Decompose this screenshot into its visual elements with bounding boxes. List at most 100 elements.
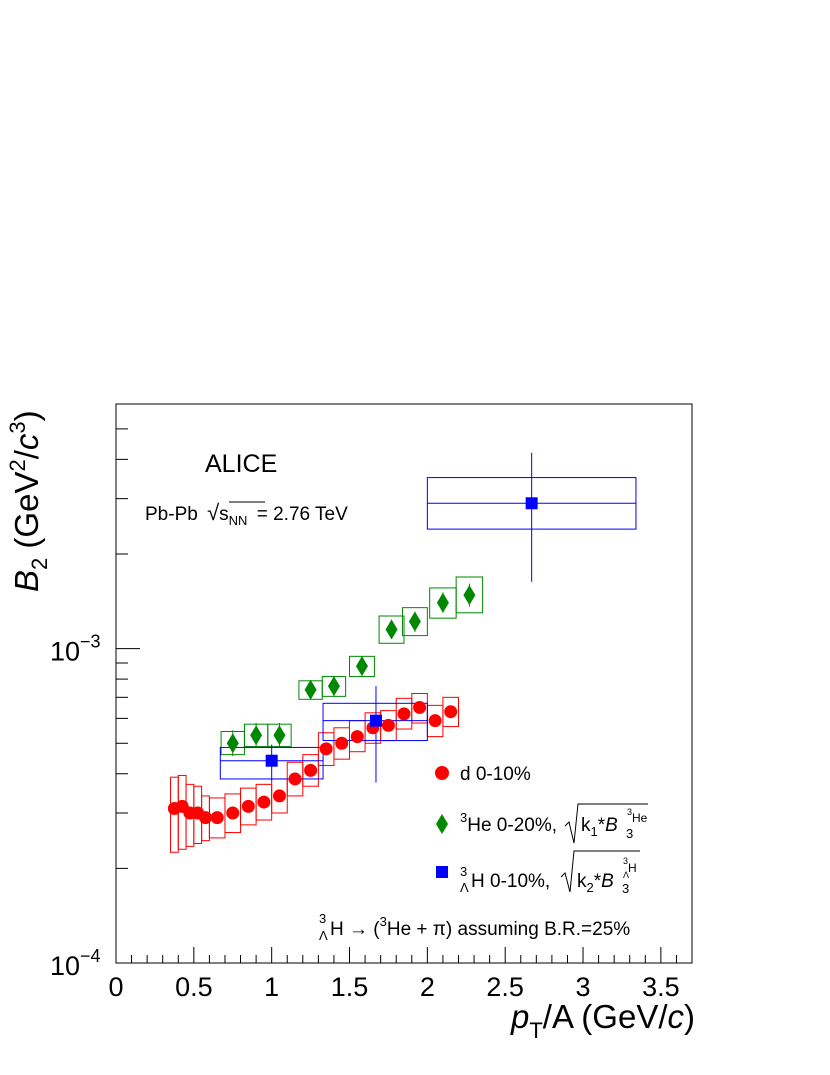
plot-frame [115, 403, 693, 964]
legend-hyp-b-sub: 3 [622, 881, 629, 896]
x-label-close: ) [684, 998, 695, 1035]
x-label-t: T [529, 1018, 542, 1043]
y-tick-label: 10−3 [50, 632, 101, 667]
data-point [273, 725, 286, 746]
legend-he3-op: * [598, 815, 606, 836]
data-point [241, 799, 255, 813]
x-tick-label: 0.5 [175, 972, 213, 1002]
legend-hyp-formula: k2*B [577, 871, 614, 895]
data-point [397, 707, 411, 721]
data-point [335, 736, 349, 750]
annotation-sup: 3 [380, 914, 387, 929]
data-point [272, 789, 286, 803]
legend-he3-b-sup: He [632, 811, 648, 825]
y-tick-base: 10 [50, 951, 80, 981]
legend-label-helium3: 3He 0-20%, [460, 810, 557, 836]
legend-marker-helium3 [436, 814, 448, 834]
y-tick-base: 10 [50, 637, 80, 667]
collision-label: Pb-Pb √sNN = 2.76 TeV [145, 500, 348, 530]
y-label-b: B [8, 570, 45, 592]
data-point [428, 714, 442, 728]
legend-hyp-sub-bottom: Λ [460, 880, 469, 895]
data-point [304, 763, 318, 777]
legend-he3-b-sup-pre: 3 [627, 807, 632, 817]
y-label-close: ) [8, 410, 45, 421]
data-point [408, 611, 421, 632]
x-label-c: c [668, 998, 685, 1035]
legend-he3-k-sub: 1 [591, 824, 598, 839]
legend-he3-text: He 0-20%, [467, 815, 557, 836]
data-point [226, 733, 239, 754]
data-point [413, 700, 427, 714]
y-label-2: 2 [27, 558, 52, 570]
legend-he3-sqrt [564, 803, 648, 844]
collision-prefix: Pb-Pb [145, 504, 198, 525]
data-point [525, 497, 538, 510]
sys-box [302, 754, 319, 787]
data-point [350, 730, 364, 744]
legend-label-hypertriton: H 0-10%, [471, 871, 550, 892]
sqrt-symbol: √ [207, 500, 220, 525]
data-point [369, 714, 382, 727]
annotation-rest: He + π) assuming B.R.=25% [387, 919, 630, 940]
x-axis-label: pT/A (GeV/c) [510, 998, 695, 1043]
data-point [265, 754, 278, 767]
legend-hyp-op: * [594, 871, 602, 892]
legend-he3-b: B [605, 815, 618, 836]
data-point [199, 811, 213, 825]
experiment-label: ALICE [205, 450, 277, 478]
legend-hyp-sub-top: 3 [460, 864, 467, 879]
x-label-p: p [510, 998, 529, 1035]
x-tick-label: 3.5 [642, 972, 680, 1002]
x-tick-label: 2.5 [486, 972, 524, 1002]
collision-s: s [219, 504, 229, 525]
legend-hyp-b-sup: H [628, 861, 637, 875]
annotation-sub-bottom: Λ [319, 928, 328, 943]
collision-nn: NN [229, 513, 248, 528]
data-point [250, 725, 263, 746]
annotation-text: H → (3He + π) assuming B.R.=25% [330, 914, 630, 940]
legend-hyp-k-sub: 2 [587, 880, 594, 895]
y-label-c: c [8, 433, 45, 450]
legend-he3-k: k [581, 815, 591, 836]
sys-box [455, 576, 484, 614]
x-tick-label: 1 [264, 972, 279, 1002]
data-point [257, 795, 271, 809]
data-point [288, 772, 302, 786]
legend-hyp-b: B [601, 871, 614, 892]
data-point [444, 705, 458, 719]
legend-hyp-b-sup-lambda: Λ [623, 870, 629, 880]
data-point [385, 619, 398, 640]
sys-box [322, 702, 428, 742]
legend-he3-formula: k1*B [581, 815, 618, 839]
x-tick-label: 0 [108, 972, 123, 1002]
data-markers [167, 497, 538, 825]
y-label-sup2: 3 [5, 421, 30, 433]
y-tick-label: 10−4 [50, 946, 101, 981]
data-point [226, 806, 240, 820]
data-point [319, 742, 333, 756]
axis-ticks: 0 0.5 1 1.5 2 2.5 3 3.510−410−3 [50, 403, 693, 1002]
legend: d 0-10% 3He 0-20%, k1*B 3 3 He 3 Λ H 0-1… [435, 764, 648, 896]
sys-box [378, 615, 405, 644]
x-tick-label: 1.5 [331, 972, 369, 1002]
collision-energy: = 2.76 TeV [257, 504, 348, 525]
legend-hyp-k: k [577, 871, 587, 892]
x-tick-label: 2 [420, 972, 435, 1002]
legend-hyp-sqrt [560, 850, 640, 893]
legend-he3-sup: 3 [460, 810, 467, 825]
x-tick-label: 3 [576, 972, 591, 1002]
y-label-sup1: 2 [5, 459, 30, 471]
legend-marker-deuteron [435, 766, 449, 780]
y-axis-label: B2 (GeV2/c3) [5, 410, 52, 592]
y-tick-exp: −3 [80, 632, 101, 652]
annotation-main: H → ( [330, 919, 380, 940]
x-label-rest: /A (GeV/ [543, 998, 669, 1035]
y-label-rest: (GeV [8, 472, 45, 558]
data-point [304, 679, 317, 700]
legend-label-deuteron: d 0-10% [460, 764, 531, 785]
legend-he3-b-sub: 3 [626, 826, 633, 841]
data-point [381, 718, 395, 732]
